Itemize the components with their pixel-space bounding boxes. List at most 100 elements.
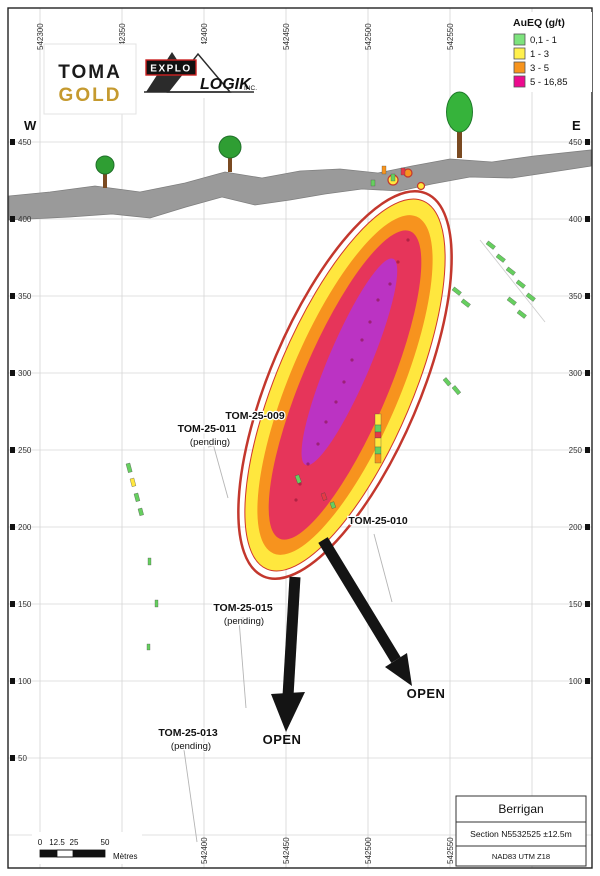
tree-symbol: [446, 91, 473, 158]
elevation-label: 350: [18, 292, 32, 301]
tree-symbol: [218, 135, 242, 172]
legend-item-label: 1 - 3: [530, 49, 549, 60]
legend: AuEQ (g/t) 0,1 - 1 1 - 3 3 - 5 5 - 16,85: [506, 12, 592, 92]
west-label: W: [24, 118, 37, 133]
elevation-tick: [10, 678, 15, 684]
legend-swatch: [513, 61, 526, 74]
elevation-tick: [585, 447, 590, 453]
scale-bar-segment: [73, 850, 105, 857]
easting-label: 542500: [364, 837, 373, 864]
explologik-logo: EXPLO LOGIK INC.: [138, 44, 260, 98]
elevation-label: 450: [18, 138, 32, 147]
open-arrow: [318, 537, 412, 686]
tomagold-logo-text-top: TOMA: [58, 62, 122, 83]
elevation-tick: [585, 370, 590, 376]
elevation-label: 200: [569, 523, 583, 532]
legend-item-label: 3 - 5: [530, 63, 549, 74]
scale-bar-segment: [56, 849, 74, 858]
open-label: OPEN: [407, 686, 446, 701]
project-title: Berrigan: [498, 802, 543, 816]
elevation-label: 150: [569, 600, 583, 609]
legend-swatch: [513, 33, 526, 46]
drill-intervals: [125, 165, 536, 651]
open-label: OPEN: [263, 732, 302, 747]
easting-label: 542500: [364, 23, 373, 50]
elevation-tick: [10, 601, 15, 607]
elevation-label: 400: [18, 215, 32, 224]
tomagold-logo-text-bottom: GOLD: [59, 85, 122, 106]
drill-label: TOM-25-015: [213, 602, 272, 614]
elevation-label: 150: [18, 600, 32, 609]
legend-swatch: [513, 47, 526, 60]
elevation-tick: [585, 601, 590, 607]
drill-traces: [178, 239, 546, 843]
zone-high-grade-core: [301, 258, 398, 466]
scale-bar-segment: [40, 850, 57, 857]
elevation-tick: [585, 524, 590, 530]
mineralized-zone: [237, 190, 453, 580]
legend-item-label: 5 - 16,85: [530, 77, 568, 88]
overburden-band: [8, 149, 592, 221]
section-label: Section N5532525 ±12.5m: [470, 829, 572, 839]
easting-label: 542400: [200, 837, 209, 864]
easting-label: 542550: [446, 23, 455, 50]
easting-label: 542350: [118, 23, 127, 50]
elevation-tick: [10, 293, 15, 299]
drill-label: TOM-25-009: [225, 410, 284, 422]
drill-label-note: (pending): [224, 616, 264, 627]
drill-label: TOM-25-010: [348, 515, 407, 527]
scale-bar: 0 12.5 25 50 Mètres: [32, 832, 142, 864]
elevation-tick: [585, 293, 590, 299]
elevation-label: 300: [18, 369, 32, 378]
elevation-label: 400: [569, 215, 583, 224]
assay-dots: [294, 238, 410, 502]
easting-label: 542450: [282, 23, 291, 50]
scale-tick-label: 12.5: [49, 838, 65, 847]
tree-symbol: [95, 155, 115, 188]
easting-labels-top: 542300 542350 542400 542450 542500 54255…: [36, 23, 455, 50]
easting-label: 542300: [36, 23, 45, 50]
elevation-tick: [10, 370, 15, 376]
scale-tick-label: 0: [38, 838, 43, 847]
drill-label: TOM-25-013: [158, 727, 217, 739]
elevation-tick: [10, 755, 15, 761]
easting-label: 542450: [282, 837, 291, 864]
open-arrow: [271, 576, 305, 732]
map-border: [7, 7, 593, 869]
elevation-label: 250: [569, 446, 583, 455]
elevation-label: 250: [18, 446, 32, 455]
elevation-tick: [585, 139, 590, 145]
explologik-logo-name: LOGIK: [200, 76, 252, 93]
elevation-label: 100: [18, 677, 32, 686]
easting-label: 542550: [446, 837, 455, 864]
drill-label-note: (pending): [171, 741, 211, 752]
scale-unit-label: Mètres: [113, 852, 137, 861]
elevation-tick: [585, 678, 590, 684]
elevation-tick: [10, 216, 15, 222]
easting-label: 542400: [200, 23, 209, 50]
zone-outline: [237, 190, 453, 580]
legend-title: AuEQ (g/t): [513, 17, 565, 29]
title-block: Berrigan Section N5532525 ±12.5m NAD83 U…: [455, 795, 587, 867]
tomagold-logo: TOMA GOLD: [43, 43, 137, 115]
elevation-label: 300: [569, 369, 583, 378]
elevation-labels-left: 450 400 350 300 250 200 150 100 50: [10, 138, 32, 763]
elevation-tick: [10, 139, 15, 145]
drill-label-note: (pending): [190, 437, 230, 448]
elevation-tick: [585, 216, 590, 222]
explologik-logo-box-text: EXPLO: [150, 64, 191, 75]
legend-swatch: [513, 75, 526, 88]
elevation-label: 350: [569, 292, 583, 301]
explologik-logo-inc: INC.: [244, 85, 257, 92]
scale-tick-label: 25: [70, 838, 79, 847]
elevation-label: 50: [18, 754, 27, 763]
easting-labels-bottom: 542400 542450 542500 542550: [200, 837, 455, 864]
east-label: E: [572, 118, 581, 133]
datum-label: NAD83 UTM Z18: [492, 852, 550, 861]
drill-label: TOM-25-011: [178, 423, 237, 435]
elevation-tick: [10, 524, 15, 530]
scale-tick-label: 50: [101, 838, 110, 847]
elevation-tick: [10, 447, 15, 453]
